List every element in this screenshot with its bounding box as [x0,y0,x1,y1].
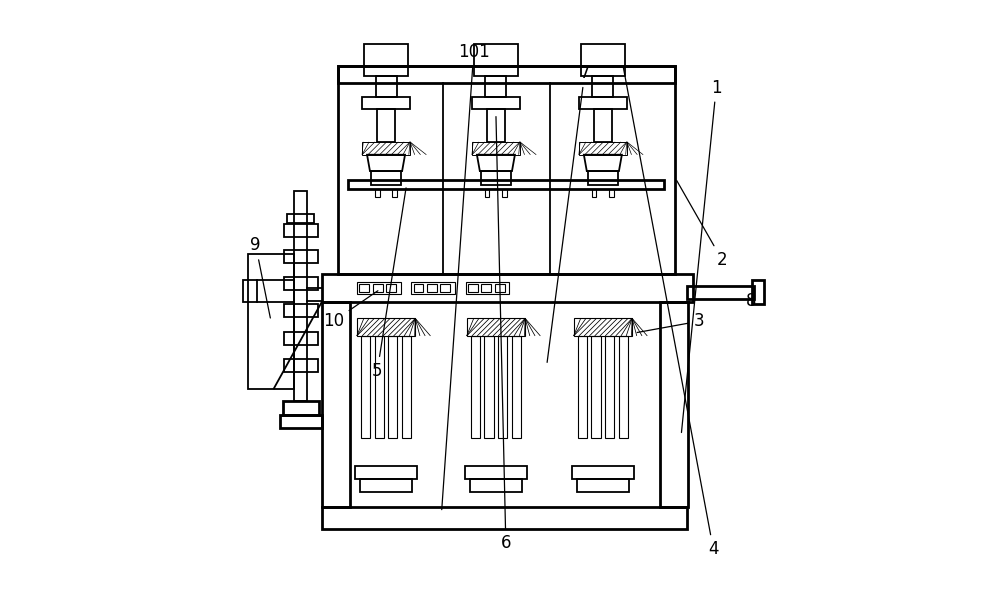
Bar [752,280,764,304]
Bar [377,109,395,142]
Bar [294,191,307,401]
Bar [581,44,625,76]
Text: 10: 10 [323,291,378,330]
Bar [605,336,614,438]
Bar [248,254,294,388]
Bar [468,284,478,292]
Bar [357,319,415,336]
Text: 1: 1 [681,78,722,432]
Bar [579,97,627,109]
Bar [287,214,314,222]
Bar [440,284,450,292]
Bar [485,189,489,197]
Bar [481,171,511,185]
Bar [487,109,505,142]
Text: 2: 2 [677,181,727,269]
Bar [338,67,675,274]
Bar [466,281,509,294]
Bar [338,66,675,83]
Bar [512,336,521,438]
Bar [687,286,754,299]
Bar [411,281,455,294]
Bar [371,171,401,185]
Bar [375,189,380,197]
Bar [359,284,369,292]
Bar [470,479,522,492]
Text: 6: 6 [496,117,511,552]
Bar [609,189,614,197]
Bar [376,76,397,97]
Bar [472,97,520,109]
Text: 8: 8 [746,292,757,310]
Bar [495,284,505,292]
Bar [660,302,688,507]
Bar [577,479,629,492]
Bar [362,142,410,155]
Bar [485,76,506,97]
Text: 9: 9 [250,237,270,318]
Text: 4: 4 [623,67,719,558]
Bar [619,336,628,438]
Bar [471,336,480,438]
Bar [284,332,318,345]
Text: 3: 3 [637,312,704,333]
Bar [364,44,408,76]
Bar [284,277,318,290]
Bar [348,181,664,189]
Bar [284,250,318,263]
Bar [572,466,634,479]
Bar [355,466,417,479]
Bar [322,302,350,507]
Bar [594,109,612,142]
Bar [375,336,384,438]
Bar [362,97,410,109]
Bar [322,274,693,302]
Bar [414,284,423,292]
Bar [472,142,520,155]
Text: 101: 101 [442,44,490,510]
Bar [467,319,525,336]
Bar [588,171,618,185]
Bar [592,189,596,197]
Bar [280,415,322,428]
Bar [284,224,318,237]
Bar [361,336,370,438]
Bar [388,336,397,438]
Bar [592,76,613,97]
Bar [373,284,383,292]
Bar [578,336,587,438]
Bar [579,142,627,155]
Bar [386,284,396,292]
Text: 5: 5 [372,188,406,380]
Bar [574,319,632,336]
Bar [481,284,491,292]
Bar [474,44,518,76]
Bar [465,466,527,479]
Bar [322,507,687,529]
Bar [392,189,397,197]
Bar [402,336,411,438]
Bar [502,189,507,197]
Bar [484,336,494,438]
Text: 7: 7 [547,64,590,362]
Bar [427,284,437,292]
Bar [283,401,319,415]
Bar [360,479,412,492]
Bar [498,336,507,438]
Bar [591,336,601,438]
Bar [284,359,318,372]
Bar [243,280,257,302]
Bar [284,304,318,317]
Bar [357,281,401,294]
